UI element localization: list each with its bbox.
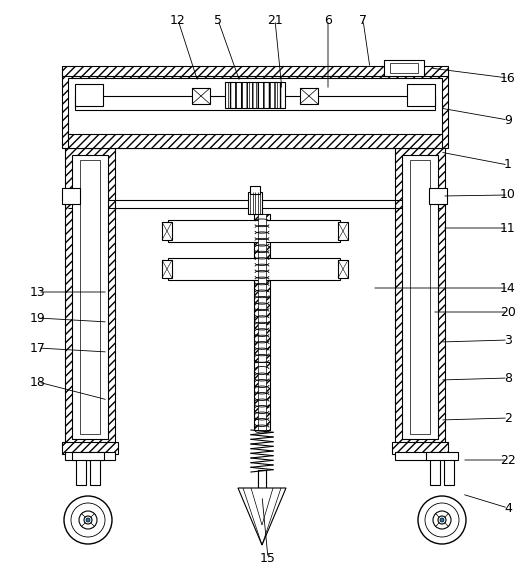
- Bar: [410, 160, 430, 434]
- Text: 18: 18: [30, 375, 46, 388]
- Text: 9: 9: [504, 113, 512, 126]
- Bar: [65, 148, 115, 446]
- Text: 17: 17: [30, 341, 46, 355]
- Bar: [384, 60, 424, 76]
- Bar: [250, 186, 260, 194]
- Bar: [254, 362, 270, 430]
- Bar: [426, 452, 458, 460]
- Bar: [338, 222, 348, 240]
- Bar: [338, 260, 348, 278]
- Bar: [72, 155, 108, 439]
- Circle shape: [86, 518, 90, 522]
- Bar: [68, 78, 442, 140]
- Bar: [90, 457, 100, 485]
- Text: 3: 3: [504, 333, 512, 347]
- Text: 20: 20: [500, 305, 516, 319]
- Text: 11: 11: [500, 221, 516, 235]
- Bar: [225, 82, 285, 108]
- Bar: [62, 442, 118, 454]
- Bar: [390, 63, 418, 73]
- Circle shape: [440, 518, 444, 522]
- Bar: [392, 442, 448, 454]
- Bar: [300, 88, 318, 104]
- Text: 2: 2: [504, 411, 512, 424]
- Bar: [258, 362, 266, 430]
- Text: 5: 5: [214, 14, 222, 26]
- Bar: [75, 96, 435, 110]
- Text: 22: 22: [500, 454, 516, 467]
- Bar: [254, 214, 270, 362]
- Text: 12: 12: [170, 14, 186, 26]
- Bar: [62, 188, 80, 204]
- Bar: [62, 72, 448, 148]
- Bar: [76, 457, 86, 485]
- Bar: [168, 258, 340, 280]
- Text: 13: 13: [30, 285, 46, 299]
- Text: 19: 19: [30, 312, 46, 324]
- Text: 1: 1: [504, 158, 512, 172]
- Bar: [395, 452, 445, 460]
- Bar: [162, 260, 172, 278]
- Text: 14: 14: [500, 281, 516, 295]
- Text: 4: 4: [504, 502, 512, 514]
- Polygon shape: [238, 488, 286, 545]
- Bar: [80, 160, 100, 434]
- Bar: [72, 452, 104, 460]
- Bar: [444, 457, 454, 485]
- Text: 8: 8: [504, 371, 512, 384]
- Bar: [395, 148, 445, 446]
- Bar: [258, 214, 266, 362]
- Bar: [65, 452, 115, 460]
- Bar: [168, 220, 340, 242]
- Text: 16: 16: [500, 72, 516, 85]
- Bar: [407, 84, 435, 106]
- Bar: [258, 470, 266, 488]
- Text: 7: 7: [359, 14, 367, 26]
- Bar: [192, 88, 210, 104]
- Bar: [62, 66, 448, 76]
- Text: 10: 10: [500, 189, 516, 201]
- Bar: [402, 155, 438, 439]
- Bar: [429, 188, 447, 204]
- Text: 15: 15: [260, 551, 276, 565]
- Bar: [248, 192, 262, 214]
- Text: 21: 21: [267, 14, 283, 26]
- Bar: [75, 84, 103, 106]
- Bar: [430, 457, 440, 485]
- Bar: [68, 134, 442, 148]
- Text: 6: 6: [324, 14, 332, 26]
- Bar: [162, 222, 172, 240]
